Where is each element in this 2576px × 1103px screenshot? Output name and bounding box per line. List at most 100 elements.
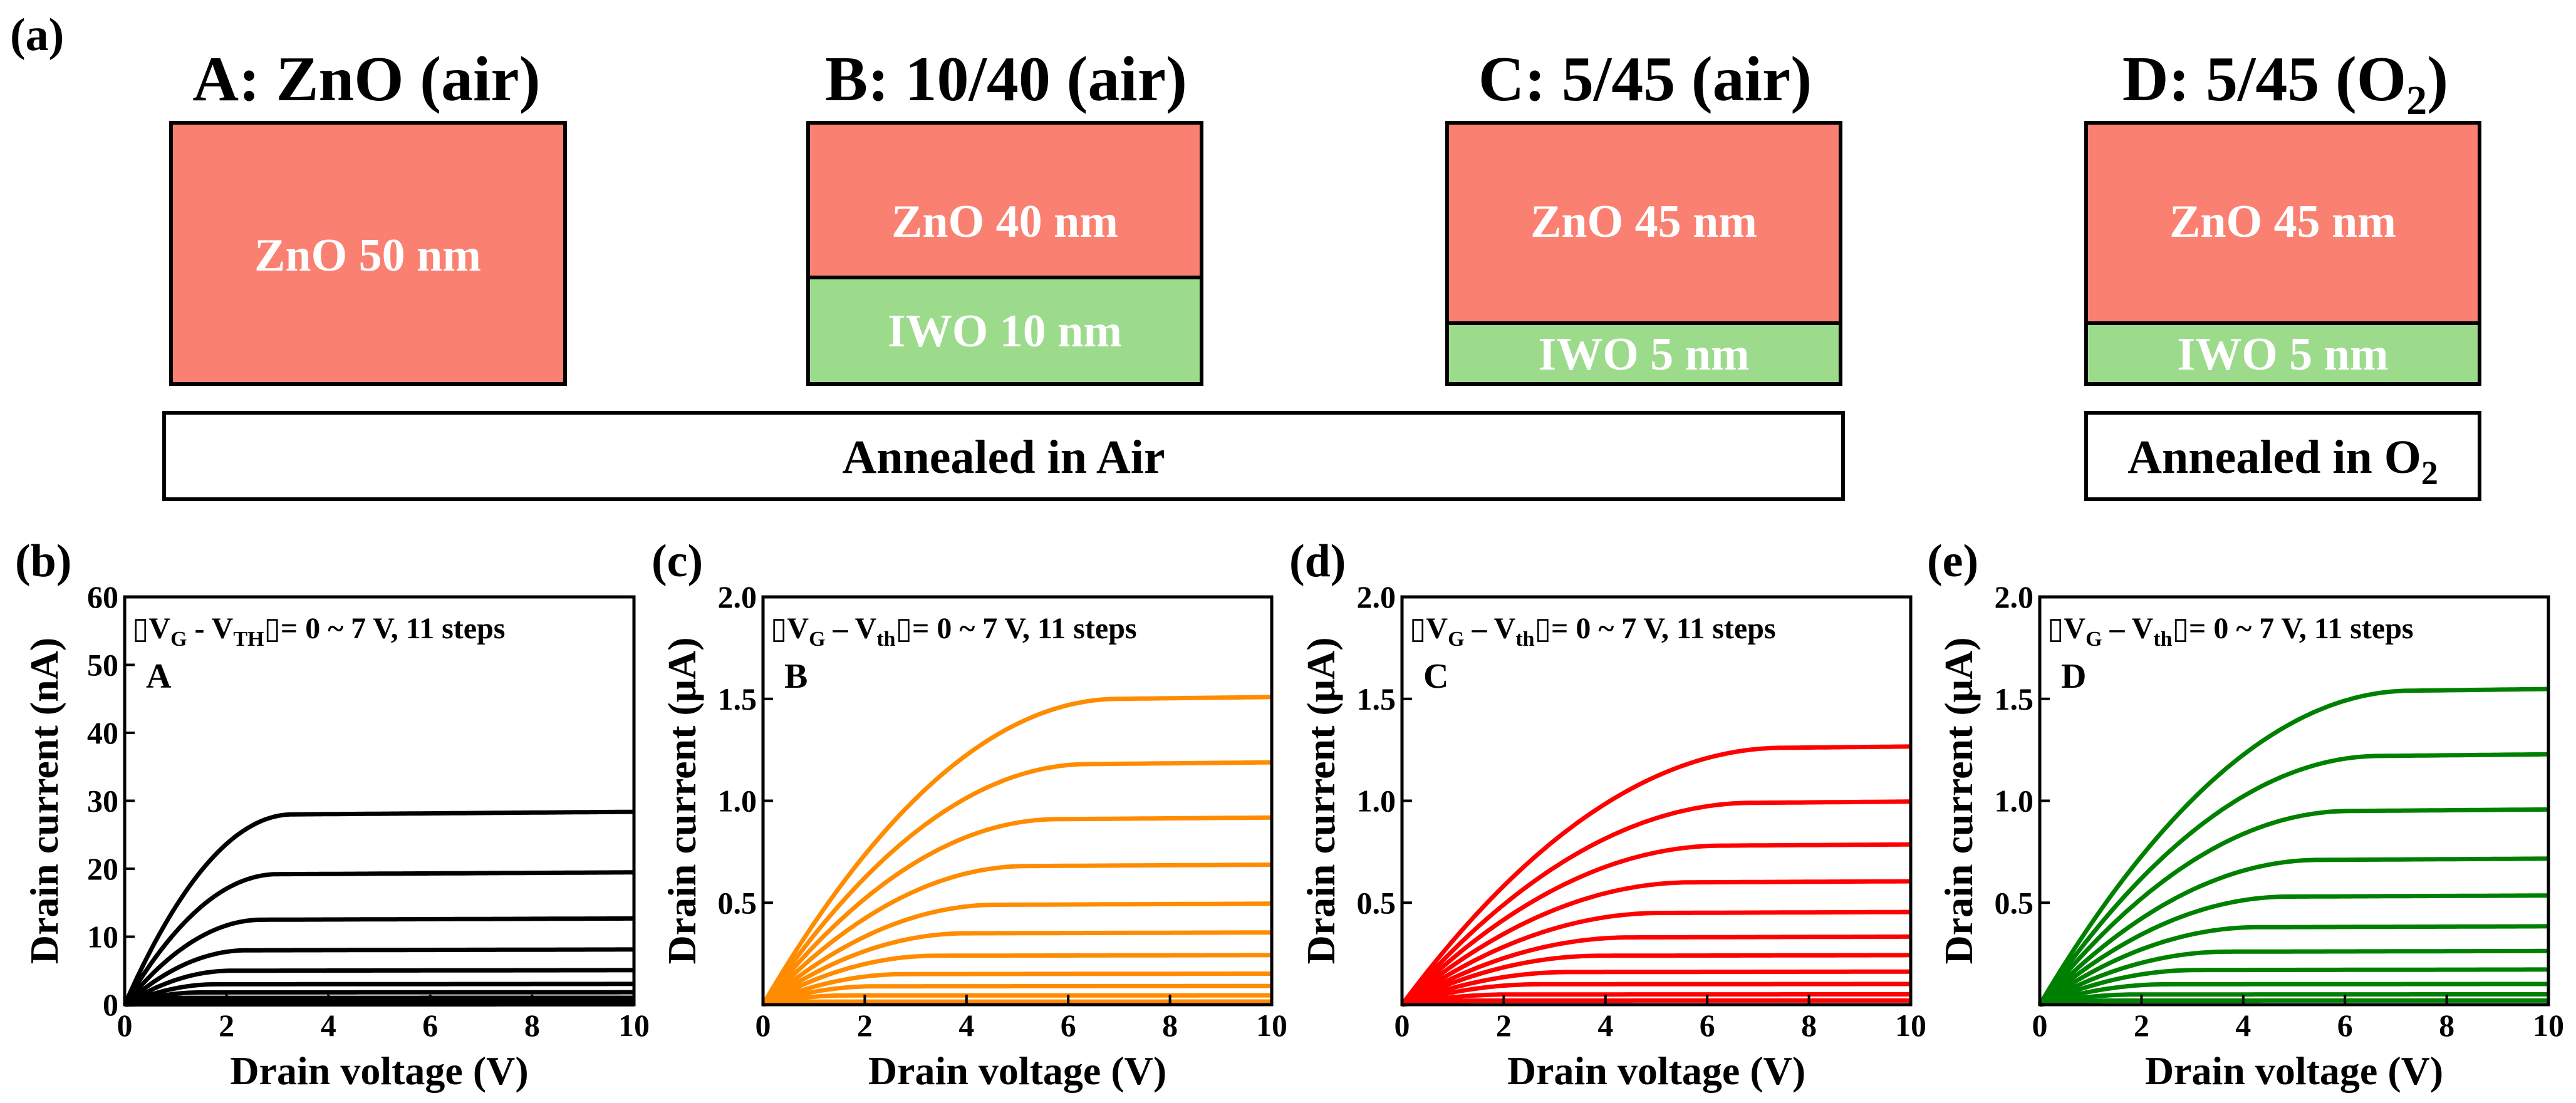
panel-b-xtick-label-3: 6 [422,1008,438,1043]
panel-d-xlabel: Drain voltage (V) [1507,1049,1805,1093]
panel-b-xtick-label-2: 4 [321,1008,336,1043]
device-c-iwo-layer [1445,321,1842,386]
panel-e-curve-8 [2038,967,2548,1007]
panel-b-xtick-label-4: 8 [524,1008,540,1043]
panel-c-xtick-label-5: 10 [1256,1008,1287,1043]
panel-c-ylabel: Drain current (μA) [660,637,704,964]
device-a-zno-layer [169,121,567,386]
annealed-in-air-label: Annealed in Air [842,431,1165,484]
panel-b-ytick-label-0: 0 [103,987,118,1022]
panel-d-ytick-label-2: 1.5 [1357,681,1396,717]
panel-c-annotation-sub1: G [809,628,825,651]
panel-d-curve-1 [1400,744,1911,1007]
panel-b-curve-4 [123,947,634,1007]
panel-c-annotation-pre: ▯V [771,612,809,645]
panel-e-curve-4 [2038,856,2549,1007]
panel-d-xtick-label-0: 0 [1394,1008,1410,1043]
panel-b-axes-frame [123,595,636,1007]
panel-b-ytick-label-3: 30 [87,784,118,819]
panel-d-annotation-sub2: th [1515,628,1534,651]
device-d-iwo-layer [2084,321,2481,386]
panel-d-curve-3 [1400,842,1911,1007]
panel-c-ytick-label-2: 1.5 [718,681,757,717]
device-c: C: 5/45 (air) ZnO 45 nm IWO 5 nm [1445,44,1842,386]
panel-d-annotation: ▯VG – Vth▯= 0 ~ 7 V, 11 steps [1410,612,1776,651]
panel-d-curve-10 [1401,992,1911,1007]
device-b-zno-label: ZnO 40 nm [891,196,1118,247]
panel-d-annotation-post: ▯= 0 ~ 7 V, 11 steps [1535,612,1776,645]
panel-b-xtick-label-0: 0 [117,1008,133,1043]
panel-c-curve-3 [761,815,1272,1007]
panel-b-ytick-label-1: 10 [87,919,118,955]
panel-d-ylabel: Drain current (μA) [1299,637,1343,964]
panel-e-curve-5 [2038,893,2549,1007]
annealed-in-o2-box [2084,411,2481,501]
panel-b-ylabel: Drain current (nA) [22,638,66,964]
panel-d-curve-8 [1401,969,1911,1007]
device-d-zno-label: ZnO 45 nm [2169,196,2396,247]
panel-label-a: (a) [10,9,64,61]
panel-e-ylabel: Drain current (μA) [1936,637,1981,964]
panel-b-annotation-post: ▯= 0 ~ 7 V, 11 steps [264,612,505,645]
device-d-title-sub: 2 [2406,78,2427,123]
device-d: D: 5/45 (O2) ZnO 45 nm IWO 5 nm [2084,44,2481,386]
panel-b-annotation-sub2: TH [233,628,264,651]
panel-b-curve-5 [123,968,634,1007]
panel-e-xtick-label-3: 6 [2337,1008,2353,1043]
panel-b-annotation-pre: ▯V [132,612,170,645]
panel-e-label: (e) [1927,536,1978,587]
panel-d-annotation-sub1: G [1448,628,1464,651]
panel-e-annotation-pre: ▯V [2047,612,2085,645]
panel-d-ytick-label-3: 2.0 [1357,579,1396,614]
panel-c-curve-8 [762,971,1272,1007]
device-a: A: ZnO (air) ZnO 50 nm [169,44,567,386]
panel-e-annotation-sub2: th [2153,628,2172,651]
panel-c-curve-6 [762,930,1272,1007]
panel-c-series-letter: B [784,657,808,696]
panel-d-xtick-label-5: 10 [1895,1008,1926,1043]
panel-e-axes-frame [2038,595,2550,1007]
panel-b-xlabel: Drain voltage (V) [230,1049,528,1093]
panel-c-xlabel: Drain voltage (V) [868,1049,1166,1093]
panel-e-xtick-label-4: 8 [2439,1008,2454,1043]
panel-c-curve-7 [762,953,1272,1007]
panel-d-annotation-mid: – V [1465,612,1516,645]
panel-e-annotation-mid: – V [2102,612,2154,645]
panel-e-annotation: ▯VG – Vth▯= 0 ~ 7 V, 11 steps [2047,612,2414,651]
panel-e-xtick-label-0: 0 [2032,1008,2048,1043]
panel-c-annotation-mid: – V [826,612,877,645]
panel-b-ytick-label-5: 50 [87,648,118,683]
device-c-title: C: 5/45 (air) [1478,44,1812,115]
panel-c-ytick-label-1: 1.0 [718,784,757,819]
device-d-iwo-label: IWO 5 nm [2177,329,2388,380]
panel-c-axes-frame [761,595,1274,1007]
panel-b-curve-3 [123,916,634,1007]
panel-b-annotation-mid: - V [187,612,234,645]
panel-b-series-letter: A [146,657,172,696]
chart-panel-c: (c) 0 2 4 6 8 10 0.5 1.0 1.5 2.0 Drain voltage (V) D… [652,536,1287,1093]
chart-panel-e: (e) 0 2 4 6 8 10 0.5 1.0 1.5 2.0 Drain voltage (V) D… [1927,536,2564,1093]
panel-d-ytick-label-0: 0.5 [1357,885,1396,920]
panel-b-ytick-label-2: 20 [87,851,118,886]
panel-e-curve-1 [2037,686,2549,1006]
device-b-zno-layer [806,121,1203,279]
panel-d-series-group [1400,744,1911,1007]
annealed-in-o2-sub: 2 [2421,454,2438,492]
device-c-zno-label: ZnO 45 nm [1530,196,1757,247]
panel-e-ytick-label-3: 2.0 [1995,579,2034,614]
panel-b-xtick-label-1: 2 [219,1008,234,1043]
panel-e-curve-11 [2039,998,2548,1007]
device-b-iwo-label: IWO 10 nm [888,306,1122,357]
panel-c-curve-4 [761,862,1272,1007]
panel-d-xtick-label-2: 4 [1597,1008,1613,1043]
panel-d-curve-11 [1401,998,1911,1007]
device-b-title-main: B: 10/40 (air) [825,44,1187,115]
annealed-in-o2-main: Annealed in O [2127,431,2421,484]
panel-c-xtick-label-2: 4 [958,1008,974,1043]
panel-e-ytick-label-2: 1.5 [1995,681,2034,717]
panel-c-xtick-label-1: 2 [857,1008,873,1043]
device-a-title-main: A: ZnO (air) [192,44,540,115]
panel-e-curve-3 [2038,807,2548,1007]
panel-e-curve-9 [2038,981,2548,1007]
